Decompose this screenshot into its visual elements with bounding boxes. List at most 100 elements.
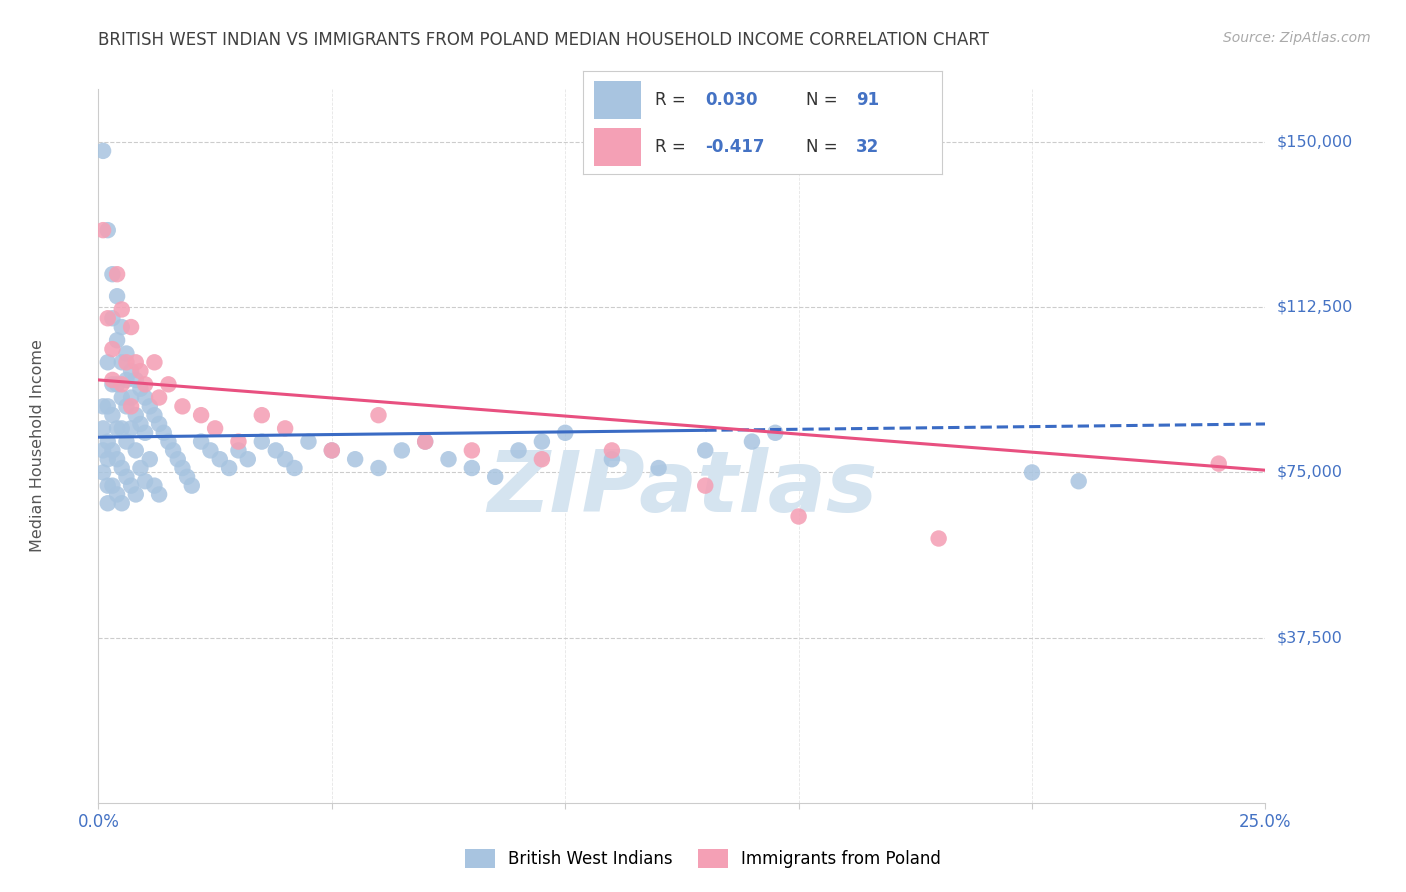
Point <box>105 289 128 303</box>
Point <box>111 461 134 475</box>
Point <box>115 346 138 360</box>
Point <box>236 452 259 467</box>
Point <box>143 408 166 422</box>
Point <box>129 461 152 475</box>
Point <box>274 421 297 435</box>
Point <box>129 417 152 431</box>
Point <box>283 461 305 475</box>
Point <box>763 425 786 440</box>
Point <box>97 223 120 237</box>
Point <box>148 391 170 405</box>
Point <box>367 408 389 422</box>
Point <box>157 377 180 392</box>
Point <box>647 461 669 475</box>
Point <box>115 470 138 484</box>
Point <box>1208 457 1230 471</box>
Point <box>391 443 413 458</box>
Point <box>101 478 124 492</box>
Text: $150,000: $150,000 <box>1277 135 1353 150</box>
Point <box>508 443 530 458</box>
Text: BRITISH WEST INDIAN VS IMMIGRANTS FROM POLAND MEDIAN HOUSEHOLD INCOME CORRELATIO: BRITISH WEST INDIAN VS IMMIGRANTS FROM P… <box>98 31 990 49</box>
Point <box>125 355 148 369</box>
Legend: British West Indians, Immigrants from Poland: British West Indians, Immigrants from Po… <box>458 843 948 875</box>
Point <box>200 443 222 458</box>
Point <box>105 421 128 435</box>
Point <box>101 267 124 281</box>
Point <box>105 333 128 347</box>
Point <box>91 223 114 237</box>
Point <box>172 461 194 475</box>
Point <box>148 417 170 431</box>
Point <box>111 496 134 510</box>
Point <box>461 461 484 475</box>
Point <box>115 373 138 387</box>
Point <box>787 509 810 524</box>
Point <box>120 391 142 405</box>
Text: $37,500: $37,500 <box>1277 630 1343 645</box>
Point <box>172 400 194 414</box>
Point <box>120 478 142 492</box>
Point <box>554 425 576 440</box>
Point <box>111 391 134 405</box>
Bar <box>595 128 641 166</box>
Text: 32: 32 <box>856 138 879 156</box>
Point <box>1021 466 1043 480</box>
Point <box>134 475 156 489</box>
Point <box>97 452 120 467</box>
Text: 0.030: 0.030 <box>706 91 758 109</box>
Point <box>264 443 287 458</box>
Point <box>91 443 114 458</box>
Text: -0.417: -0.417 <box>706 138 765 156</box>
Point <box>97 400 120 414</box>
Text: R =: R = <box>655 138 692 156</box>
Point <box>157 434 180 449</box>
Point <box>413 434 436 449</box>
Point <box>97 311 120 326</box>
Text: 91: 91 <box>856 91 879 109</box>
Point <box>176 470 198 484</box>
Point <box>228 434 250 449</box>
Point <box>413 434 436 449</box>
Point <box>120 364 142 378</box>
Point <box>105 452 128 467</box>
Point <box>180 478 202 492</box>
Point <box>695 443 717 458</box>
Point <box>600 452 623 467</box>
Point <box>101 373 124 387</box>
Point <box>321 443 343 458</box>
Point <box>125 443 148 458</box>
Point <box>134 391 156 405</box>
Point <box>125 487 148 501</box>
Point <box>97 434 120 449</box>
Point <box>190 434 212 449</box>
Point <box>166 452 188 467</box>
Point <box>129 364 152 378</box>
Point <box>134 425 156 440</box>
Point <box>115 355 138 369</box>
Text: N =: N = <box>806 91 842 109</box>
Text: R =: R = <box>655 91 692 109</box>
Point <box>134 377 156 392</box>
Point <box>297 434 319 449</box>
Point <box>208 452 231 467</box>
Text: ZIPatlas: ZIPatlas <box>486 447 877 531</box>
Point <box>530 452 553 467</box>
Point <box>461 443 484 458</box>
Point <box>152 425 174 440</box>
Point <box>111 355 134 369</box>
Point <box>437 452 460 467</box>
Point <box>274 452 297 467</box>
Point <box>101 408 124 422</box>
Point <box>91 400 114 414</box>
Bar <box>595 80 641 119</box>
Point <box>91 421 114 435</box>
Point <box>105 267 128 281</box>
Point <box>91 144 114 158</box>
Point <box>344 452 367 467</box>
Point <box>600 443 623 458</box>
Point <box>928 532 950 546</box>
Point <box>115 434 138 449</box>
Point <box>218 461 240 475</box>
Text: Source: ZipAtlas.com: Source: ZipAtlas.com <box>1223 31 1371 45</box>
Point <box>115 400 138 414</box>
